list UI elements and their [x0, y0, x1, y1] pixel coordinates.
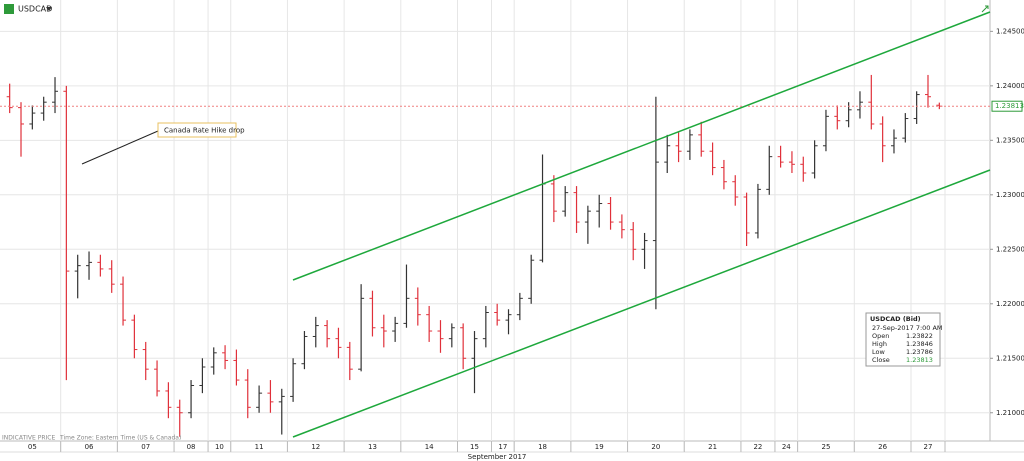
symbol-dropdown[interactable]	[46, 7, 52, 11]
channel-lower	[292, 169, 991, 438]
annotation-leader	[81, 130, 159, 165]
y-tick-label: 1.24500	[996, 27, 1024, 35]
channel-upper	[292, 11, 991, 281]
y-tick-label: 1.23000	[996, 191, 1024, 199]
footer-note: INDICATIVE PRICE	[2, 435, 55, 442]
y-tick-label: 1.21500	[996, 354, 1024, 362]
x-tick-label: 15	[470, 443, 479, 451]
x-tick-label: 12	[311, 443, 320, 451]
x-tick-label: 11	[255, 443, 264, 451]
info-field-label: Open	[872, 332, 889, 340]
info-field-value: 1.23846	[906, 340, 933, 348]
x-axis-title: September 2017	[468, 453, 527, 461]
x-tick-label: 13	[368, 443, 377, 451]
annotation-text: Canada Rate Hike drop	[164, 127, 245, 135]
x-tick-label: 14	[425, 443, 434, 451]
trend-channel	[292, 11, 991, 438]
y-tick-label: 1.24000	[996, 82, 1024, 90]
x-tick-label: 22	[753, 443, 762, 451]
x-tick-label: 19	[595, 443, 604, 451]
x-tick-label: 20	[651, 443, 660, 451]
last-price-label: 1.23813	[995, 102, 1024, 110]
x-tick-label: 24	[782, 443, 791, 451]
x-tick-label: 21	[708, 443, 717, 451]
info-field-label: High	[872, 340, 887, 348]
info-field-value: 1.23786	[906, 348, 933, 356]
x-tick-label: 18	[538, 443, 547, 451]
info-title: USDCAD (Bid)	[870, 315, 921, 323]
info-field-label: Low	[872, 348, 885, 356]
x-tick-label: 26	[878, 443, 887, 451]
y-tick-label: 1.21000	[996, 409, 1024, 417]
symbol-title[interactable]: USDCAD	[18, 5, 52, 14]
symbol-icon	[4, 4, 14, 14]
info-field-label: Close	[872, 356, 890, 364]
x-tick-label: 05	[28, 443, 37, 451]
x-tick-label: 27	[924, 443, 933, 451]
x-tick-label: 25	[821, 443, 830, 451]
x-tick-label: 06	[85, 443, 94, 451]
info-field-value: 1.23813	[906, 356, 933, 364]
x-tick-label: 10	[215, 443, 224, 451]
y-tick-label: 1.22500	[996, 245, 1024, 253]
info-field-value: 1.23822	[906, 332, 933, 340]
last-price-box	[991, 100, 1023, 112]
annotation-box	[157, 122, 237, 138]
x-tick-label: 07	[141, 443, 150, 451]
x-tick-label: 17	[498, 443, 507, 451]
info-time: 27-Sep-2017 7:00 AM	[872, 324, 943, 332]
x-tick-label: 08	[187, 443, 196, 451]
y-tick-label: 1.23500	[996, 136, 1024, 144]
footer-timezone: Time Zone: Eastern Time (US & Canada)	[59, 435, 181, 442]
expand-icon[interactable]	[981, 5, 989, 13]
y-tick-label: 1.22000	[996, 300, 1024, 308]
info-box-frame	[865, 312, 941, 367]
